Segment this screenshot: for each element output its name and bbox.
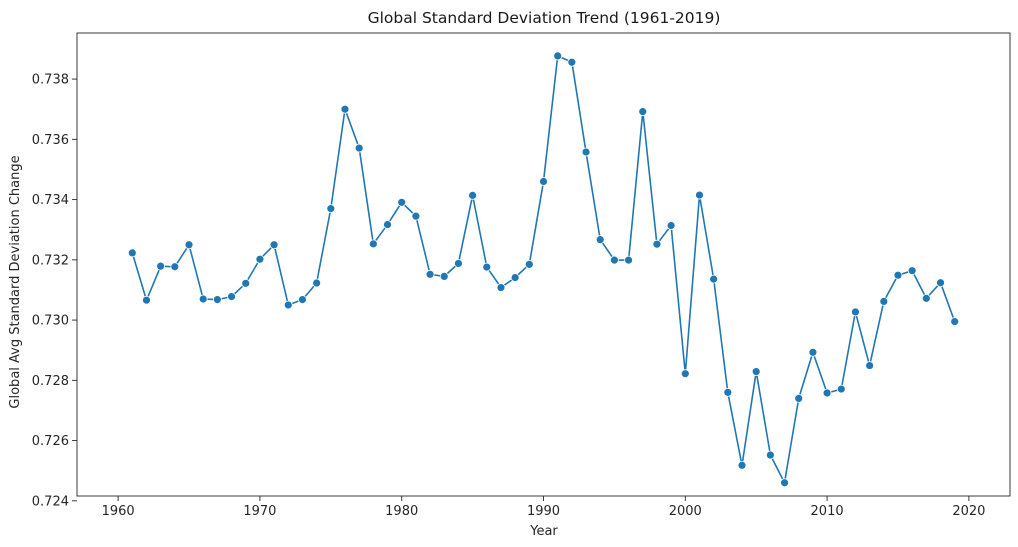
chart-title: Global Standard Deviation Trend (1961-20… bbox=[368, 9, 721, 27]
data-point-1975 bbox=[326, 204, 336, 214]
y-tick-label: 0.724 bbox=[32, 494, 69, 509]
data-point-1961 bbox=[127, 248, 137, 258]
data-point-1988 bbox=[510, 273, 520, 283]
data-point-2003 bbox=[723, 387, 733, 397]
data-point-1998 bbox=[652, 239, 662, 249]
y-tick-label: 0.732 bbox=[32, 253, 69, 268]
data-point-1970 bbox=[255, 254, 265, 264]
data-point-1972 bbox=[283, 300, 293, 310]
data-point-2014 bbox=[879, 297, 889, 306]
data-point-1963 bbox=[156, 261, 166, 271]
data-point-2016 bbox=[907, 266, 917, 276]
data-point-1989 bbox=[524, 259, 534, 269]
data-point-1995 bbox=[609, 255, 619, 265]
data-point-1987 bbox=[496, 283, 506, 292]
y-axis-ticks: 0.724 0.726 0.728 0.730 0.732 0.734 0.736 0.738 bbox=[32, 73, 77, 509]
data-point-1969 bbox=[241, 278, 251, 288]
data-point-2013 bbox=[865, 361, 875, 370]
data-point-2019 bbox=[950, 317, 960, 326]
data-point-1999 bbox=[666, 221, 676, 230]
data-point-2002 bbox=[709, 274, 719, 284]
data-point-2015 bbox=[893, 270, 903, 280]
data-point-1984 bbox=[454, 259, 463, 268]
data-point-1977 bbox=[354, 143, 364, 153]
x-tick-label: 2000 bbox=[669, 504, 702, 519]
data-point-1985 bbox=[468, 190, 478, 200]
data-point-1991 bbox=[553, 51, 563, 61]
x-tick-label: 2010 bbox=[811, 504, 844, 519]
data-point-1983 bbox=[439, 271, 449, 281]
data-point-2012 bbox=[851, 307, 860, 317]
data-point-2017 bbox=[921, 293, 931, 303]
x-tick-label: 1970 bbox=[243, 504, 276, 519]
x-tick-label: 1980 bbox=[385, 504, 418, 519]
data-point-1980 bbox=[397, 197, 407, 207]
data-point-1973 bbox=[298, 295, 307, 304]
data-point-2018 bbox=[936, 278, 945, 288]
x-axis-ticks: 1960 1970 1980 1990 2000 2010 2020 bbox=[102, 496, 985, 519]
data-point-1982 bbox=[425, 269, 435, 279]
data-point-1967 bbox=[212, 295, 222, 304]
data-point-1996 bbox=[624, 255, 633, 265]
data-point-1971 bbox=[269, 240, 279, 250]
data-point-2010 bbox=[822, 388, 832, 398]
x-tick-label: 1960 bbox=[102, 504, 135, 519]
data-point-2011 bbox=[836, 384, 846, 394]
data-point-1976 bbox=[340, 104, 350, 114]
data-point-1966 bbox=[198, 294, 208, 304]
data-point-2000 bbox=[680, 369, 690, 379]
x-tick-label: 2020 bbox=[952, 504, 985, 519]
data-point-1974 bbox=[312, 278, 322, 288]
data-point-1981 bbox=[411, 211, 421, 221]
y-tick-label: 0.726 bbox=[32, 434, 69, 449]
data-point-2007 bbox=[780, 478, 789, 488]
data-point-1968 bbox=[227, 292, 236, 301]
data-point-1962 bbox=[142, 295, 151, 305]
plot-frame bbox=[76, 32, 1011, 497]
y-tick-label: 0.738 bbox=[32, 73, 69, 88]
data-point-1992 bbox=[567, 57, 577, 67]
data-point-2004 bbox=[737, 460, 747, 470]
y-tick-label: 0.730 bbox=[32, 314, 69, 329]
y-tick-label: 0.728 bbox=[32, 374, 69, 389]
series-line bbox=[131, 54, 956, 486]
x-tick-label: 1990 bbox=[527, 504, 560, 519]
y-axis-label: Global Avg Standard Deviation Change bbox=[8, 155, 23, 408]
x-axis-label: Year bbox=[529, 524, 558, 539]
data-point-1965 bbox=[184, 240, 194, 250]
data-point-2005 bbox=[751, 367, 761, 376]
data-point-1978 bbox=[368, 239, 378, 249]
data-point-2001 bbox=[695, 190, 704, 200]
data-point-1994 bbox=[595, 235, 605, 245]
data-point-1986 bbox=[482, 262, 492, 272]
data-point-1997 bbox=[638, 107, 648, 117]
data-point-2006 bbox=[765, 450, 775, 460]
series-markers bbox=[127, 51, 960, 488]
data-point-1964 bbox=[170, 262, 180, 272]
y-tick-label: 0.736 bbox=[32, 133, 69, 148]
data-point-2008 bbox=[794, 393, 804, 403]
data-point-2009 bbox=[808, 347, 818, 357]
data-point-1993 bbox=[581, 147, 591, 157]
y-tick-label: 0.734 bbox=[32, 193, 69, 208]
data-point-1979 bbox=[383, 220, 392, 229]
data-point-1990 bbox=[539, 177, 548, 186]
